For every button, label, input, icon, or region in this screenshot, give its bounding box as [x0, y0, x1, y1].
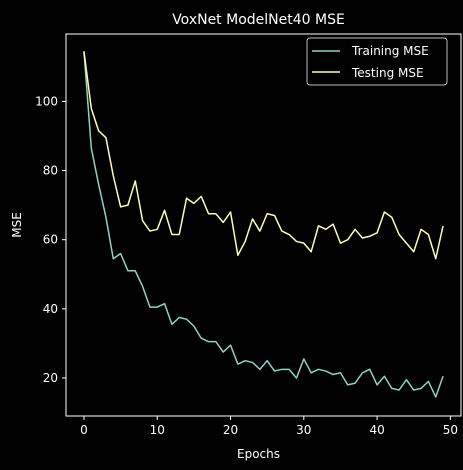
y-tick-label: 60 — [43, 233, 58, 247]
legend-label-training: Training MSE — [351, 44, 429, 58]
legend-frame — [306, 37, 448, 86]
y-tick-label: 100 — [35, 94, 58, 108]
x-tick-label: 20 — [223, 423, 238, 437]
x-tick-label: 0 — [80, 423, 88, 437]
y-tick-label: 20 — [43, 371, 58, 385]
x-tick-label: 10 — [150, 423, 165, 437]
axis-ticks: 0 10 20 30 40 50 20 40 60 80 100 — [35, 94, 458, 437]
y-axis-label: MSE — [10, 212, 24, 238]
x-tick-label: 50 — [443, 423, 458, 437]
x-tick-label: 40 — [369, 423, 384, 437]
series-line-testing-mse — [83, 51, 444, 260]
legend: Training MSE Testing MSE — [306, 37, 448, 86]
y-tick-label: 80 — [43, 164, 58, 178]
x-tick-label: 30 — [296, 423, 311, 437]
chart-title: VoxNet ModelNet40 MSE — [172, 12, 345, 28]
legend-label-testing: Testing MSE — [351, 66, 424, 80]
x-axis-label: Epochs — [237, 447, 280, 461]
plot-frame — [65, 33, 462, 417]
y-tick-label: 40 — [43, 302, 58, 316]
series-line-training-mse — [83, 51, 444, 398]
plot-area — [83, 51, 444, 398]
